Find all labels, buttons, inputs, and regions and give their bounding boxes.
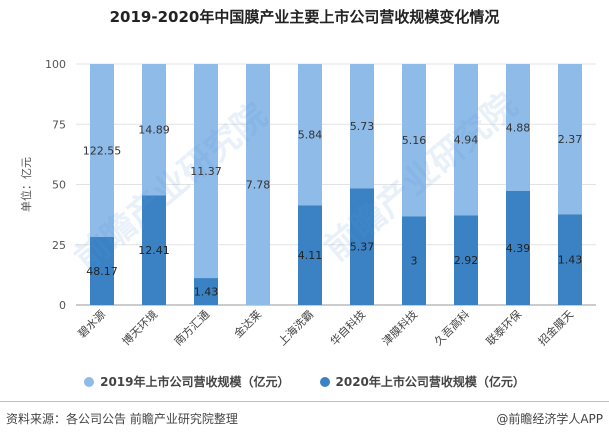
data-label-2020: 2.92: [454, 254, 479, 267]
chart-title: 2019-2020年中国膜产业主要上市公司营收规模变化情况: [109, 8, 500, 26]
category-label: 招金膜天: [535, 307, 576, 348]
data-label-2020: 4.39: [506, 242, 531, 255]
data-label-2020: 12.41: [138, 244, 170, 257]
bar-2019-segment: [90, 64, 114, 237]
bar-2019-segment: [558, 64, 582, 215]
bar-2020-segment: [350, 188, 374, 305]
legend-item-2019: 2019年上市公司营收规模（亿元）: [84, 373, 290, 390]
data-label-2019: 7.78: [246, 179, 271, 192]
data-label-2020: 3: [411, 255, 418, 268]
legend-label-2020: 2020年上市公司营收规模（亿元）: [335, 375, 525, 389]
category-label: 南方汇通: [171, 307, 212, 348]
bar-2020-segment: [506, 190, 530, 305]
data-label-2020: 48.17: [86, 265, 118, 278]
category-label: 久吾高科: [431, 307, 472, 348]
legend: 2019年上市公司营收规模（亿元） 2020年上市公司营收规模（亿元）: [0, 373, 609, 390]
bar-2019-segment: [506, 64, 530, 191]
y-tick-label: 0: [59, 299, 66, 312]
bar-2020-segment: [90, 236, 114, 305]
source-note: 资料来源：各公司公告 前瞻产业研究院整理: [6, 412, 238, 426]
category-label: 联泰环保: [483, 307, 524, 348]
bar-2019-segment: [454, 64, 478, 216]
legend-swatch-2019: [84, 376, 95, 387]
category-label: 博天环境: [119, 307, 160, 348]
bar-2020-segment: [142, 195, 166, 305]
bar-2019-segment: [402, 64, 426, 217]
data-label-2019: 2.37: [558, 133, 583, 146]
data-label-2019: 5.16: [402, 134, 427, 147]
category-label: 华自科技: [327, 307, 368, 348]
category-label: 津膜科技: [379, 307, 420, 348]
bar-2020-segment: [402, 216, 426, 305]
legend-item-2020: 2020年上市公司营收规模（亿元）: [319, 373, 525, 390]
data-label-2019: 5.73: [350, 120, 375, 133]
brand-note: @前瞻经济学人APP: [496, 412, 603, 426]
y-tick-label: 25: [52, 239, 66, 252]
bar-2019-segment: [142, 64, 166, 196]
data-label-2020: 1.43: [194, 286, 219, 299]
data-label-2020: 4.11: [298, 249, 323, 262]
footer-divider: [0, 401, 609, 402]
bar-2019-segment: [194, 64, 218, 279]
data-label-2020: 5.37: [350, 241, 375, 254]
category-label: 上海洗霸: [275, 307, 316, 348]
legend-label-2019: 2019年上市公司营收规模（亿元）: [100, 375, 290, 389]
data-label-2019: 14.89: [138, 124, 170, 137]
bar-2019-segment: [298, 64, 322, 206]
bar-2019-segment: [246, 64, 270, 305]
y-tick-label: 100: [45, 58, 66, 71]
data-label-2019: 4.94: [454, 134, 479, 147]
bar-2020-segment: [194, 278, 218, 305]
data-label-2020: 1.43: [558, 254, 583, 267]
category-label: 金达莱: [231, 307, 264, 340]
legend-swatch-2020: [319, 376, 330, 387]
y-tick-label: 50: [52, 179, 66, 192]
category-label: 碧水源: [75, 307, 108, 340]
bar-2020-segment: [558, 214, 582, 305]
data-label-2019: 4.88: [506, 121, 531, 134]
bar-2020-segment: [298, 205, 322, 305]
bar-2020-segment: [454, 215, 478, 305]
data-label-2019: 5.84: [298, 129, 323, 142]
y-axis-label: 单位：亿元: [19, 157, 33, 212]
data-label-2019: 122.55: [83, 144, 122, 157]
data-label-2019: 11.37: [190, 165, 222, 178]
bar-2019-segment: [350, 64, 374, 189]
y-tick-label: 75: [52, 118, 66, 131]
